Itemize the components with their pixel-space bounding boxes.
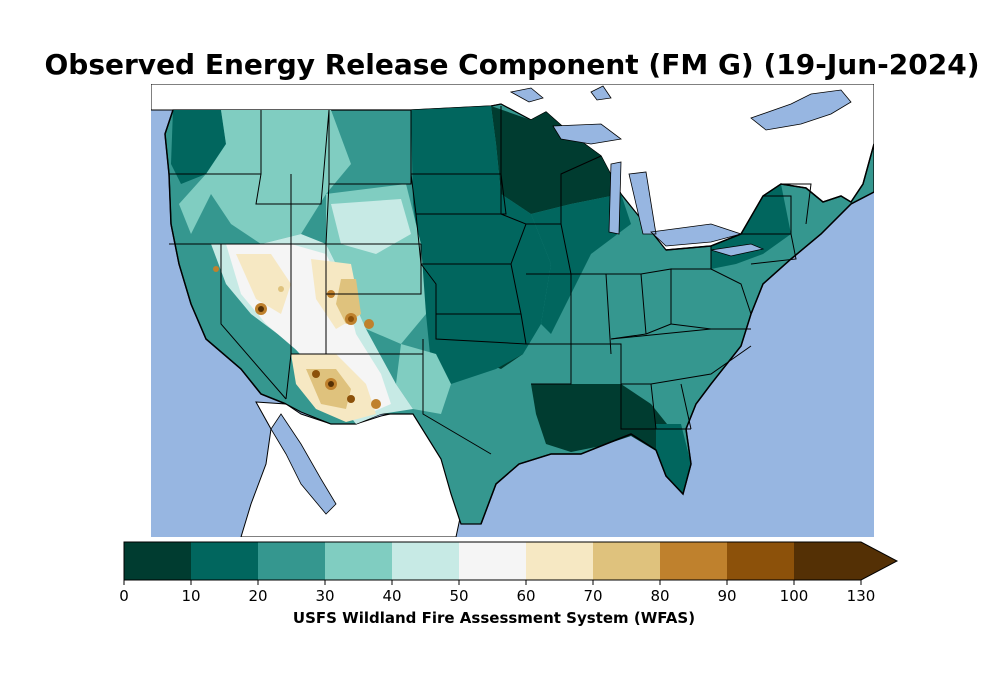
colorbar-tick-label: 10 [181,587,200,605]
canadian-lakes [509,85,852,131]
colorbar-bin-100-130 [794,542,862,580]
great-lakes [552,123,765,257]
colorbar-bin-0-10 [124,542,192,580]
map-title: Observed Energy Release Component (FM G)… [44,48,980,81]
colorbar-tick-label: 90 [717,587,736,605]
state-boundaries [169,106,812,455]
band-10-20-mississippi [531,194,631,334]
baja-gulf [270,413,337,515]
colorbar: 0 10 20 30 40 50 60 70 80 90 100 130 [119,541,899,605]
colorbar-bin-40-50 [392,542,460,580]
band-10-20-florida [656,424,691,494]
colorbar-bin-50-60 [459,542,527,580]
colorbar-bin-10-20 [191,542,259,580]
colorbar-tick-label: 30 [315,587,334,605]
colorbar-tick-label: 50 [449,587,468,605]
colorbar-tick-label: 100 [780,587,809,605]
colorbar-bin-20-30 [258,542,326,580]
hotspot-1-core [258,306,264,312]
band-40-50-wyoming [331,199,411,254]
hotspot-8 [213,266,219,272]
colorbar-bin-30-40 [325,542,393,580]
colorbar-bin-90-100 [727,542,795,580]
colorbar-caption: USFS Wildland Fire Assessment System (WF… [292,609,696,627]
colorbar-tick-label: 80 [650,587,669,605]
band-70-80-utah [336,279,361,324]
colorbar-tick-label: 20 [248,587,267,605]
colorbar-bin-80-90 [660,542,728,580]
colorbar-outline [123,541,899,581]
hotspot-7 [371,399,381,409]
colorbar-tick-label: 40 [382,587,401,605]
band-0-10-upper-midwest [491,106,621,214]
erc-map [151,84,874,537]
hotspot-6 [347,395,355,403]
colorbar-bin-70-80 [593,542,661,580]
band-30-40-west [179,110,351,244]
band-60-70-nevada [236,254,291,314]
hotspot-5 [312,370,320,378]
hotspot-4-core [328,381,334,387]
hotspot-3 [364,319,374,329]
colorbar-bin-60-70 [526,542,594,580]
hotspot-10 [278,286,284,292]
colorbar-tick-label: 60 [516,587,535,605]
conus-coastline [164,109,874,525]
hotspot-2-core [348,316,354,322]
colorbar-extend-arrow [861,542,897,580]
colorbar-tick-label: 130 [847,587,876,605]
colorbar-tick-label: 0 [119,587,129,605]
band-10-20-pacific-nw [171,110,226,184]
colorbar-tick-label: 70 [583,587,602,605]
